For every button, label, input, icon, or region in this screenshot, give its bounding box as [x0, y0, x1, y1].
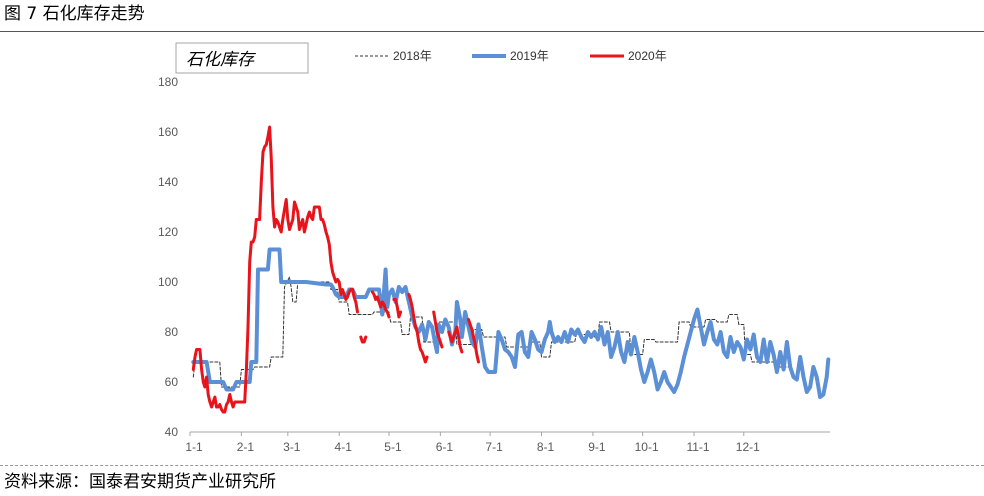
y-tick-label: 120	[158, 225, 178, 239]
chart-title: 石化库存	[186, 50, 256, 70]
chart-title-box	[175, 42, 309, 74]
legend-label-2018年: 2018年	[393, 49, 432, 63]
series-line-2020年-seg6	[447, 325, 464, 354]
y-tick-label: 80	[165, 325, 179, 339]
x-tick-label: 1-1	[185, 440, 203, 454]
figure-title: 图 7 石化库存走势	[4, 4, 145, 24]
y-tick-label: 160	[158, 125, 178, 139]
series-line-2020年-seg4	[407, 293, 429, 364]
y-tick-label: 100	[158, 275, 178, 289]
chart-frame: 石化库存	[175, 42, 309, 74]
x-tick-label: 11-1	[686, 440, 709, 454]
x-tick-label: 6-1	[436, 440, 454, 454]
x-tick-label: 2-1	[237, 440, 255, 454]
x-tick-label: 9-1	[588, 440, 606, 454]
footer-divider	[0, 465, 984, 466]
legend-label-2019年: 2019年	[510, 49, 549, 63]
axes: 40 60 80 100 120 140 160 180 1-1 2-1 3-1 4-1 5-1 6-1 7…	[158, 75, 830, 454]
x-tick-label: 7-1	[485, 440, 503, 454]
series-line-2019年	[191, 247, 831, 399]
source-note: 资料来源：国泰君安期货产业研究所	[4, 472, 276, 492]
series-line-2020年-seg3	[392, 298, 403, 319]
y-tick-label: 60	[165, 375, 179, 389]
x-tick-label: 8-1	[537, 440, 555, 454]
series-line-2020年-seg0	[191, 125, 359, 414]
legend-label-2020年: 2020年	[628, 49, 667, 63]
legend: 2018年 2019年 2020年	[355, 49, 667, 63]
x-tick-label: 3-1	[283, 440, 301, 454]
y-tick-label: 40	[165, 425, 179, 439]
x-tick-label: 12-1	[736, 440, 760, 454]
title-divider	[0, 31, 984, 32]
x-tick-label: 5-1	[384, 440, 402, 454]
y-tick-label: 180	[158, 75, 178, 89]
series-2020年	[191, 125, 480, 414]
x-tick-label: 4-1	[335, 440, 353, 454]
series-layer	[191, 125, 831, 414]
series-line-2020年-seg1	[359, 335, 368, 344]
y-tick-label: 140	[158, 175, 178, 189]
inventory-line-chart: 石化库存 2018年 2019年 2020年 40 60 80 100 120 140 160 1…	[158, 42, 831, 454]
series-line-2020年-seg5	[432, 310, 444, 349]
series-2019年	[191, 247, 831, 399]
series-line-2020年-seg7	[467, 318, 480, 364]
series-line-2020年-seg2	[370, 290, 391, 319]
x-tick-label: 10-1	[635, 440, 659, 454]
